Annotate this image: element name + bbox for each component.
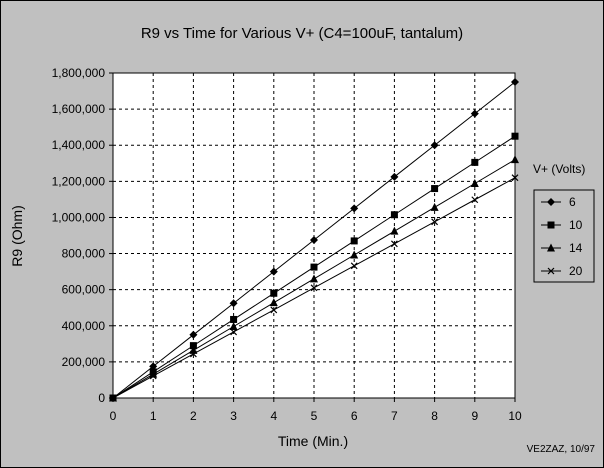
x-axis-title: Time (Min.) (278, 433, 348, 449)
data-point-14 (350, 250, 359, 259)
data-point-14 (269, 298, 278, 307)
data-point-20 (350, 262, 358, 270)
data-point-20 (149, 372, 157, 380)
x-tick-label: 3 (230, 409, 237, 423)
data-point-6 (189, 330, 198, 339)
data-point-10 (471, 158, 479, 166)
y-tick-label: 1,400,000 (52, 138, 106, 152)
data-point-20 (471, 196, 479, 204)
data-point-6 (511, 78, 519, 87)
y-tick-label: 1,200,000 (52, 174, 106, 188)
data-point-14 (310, 274, 318, 283)
data-point-14 (229, 322, 238, 330)
data-point-14 (430, 202, 439, 211)
data-point-10 (390, 211, 398, 219)
data-point-10 (270, 289, 278, 297)
data-point-14 (511, 155, 519, 164)
x-tick-label: 0 (110, 409, 117, 423)
data-point-14 (390, 226, 399, 235)
data-point-20 (230, 328, 238, 336)
data-point-6 (390, 172, 399, 181)
legend-title: V+ (Volts) (533, 162, 585, 176)
x-tick-label: 7 (391, 409, 398, 423)
data-point-20 (431, 218, 439, 226)
x-tick-label: 6 (351, 409, 358, 423)
x-tick-label: 2 (190, 409, 197, 423)
y-tick-label: 200,000 (62, 355, 106, 369)
data-point-20 (270, 306, 278, 314)
data-point-6 (310, 236, 318, 245)
legend-marker-14 (547, 243, 555, 252)
data-point-6 (229, 299, 238, 308)
data-point-10 (310, 263, 318, 271)
legend: 6 10 14 20 (541, 195, 583, 278)
legend-marker-20 (547, 267, 555, 275)
x-tick-labels: 0 1 2 3 4 5 6 7 8 9 10 (110, 409, 522, 423)
data-point-20 (511, 174, 519, 182)
data-point-6 (350, 204, 359, 213)
data-point-10 (511, 132, 519, 140)
legend-label-6: 6 (569, 195, 576, 209)
x-tick-label: 10 (508, 409, 522, 423)
data-point-6 (269, 267, 278, 276)
data-point-10 (431, 185, 439, 193)
data-point-10 (230, 315, 238, 323)
data-point-6 (430, 141, 439, 150)
x-tick-label: 5 (311, 409, 318, 423)
legend-marker-10 (547, 221, 555, 229)
data-point-10 (189, 342, 197, 350)
x-tick-label: 8 (431, 409, 438, 423)
legend-label-10: 10 (569, 218, 583, 232)
data-point-20 (189, 350, 197, 358)
x-tick-label: 1 (150, 409, 157, 423)
y-tick-label: 400,000 (62, 319, 106, 333)
data-point-20 (310, 284, 318, 292)
y-tick-label: 0 (98, 391, 105, 405)
y-tick-label: 800,000 (62, 247, 106, 261)
data-point-6 (470, 109, 479, 118)
data-point-10 (350, 237, 358, 245)
grid (109, 72, 516, 402)
x-tick-label: 4 (270, 409, 277, 423)
y-tick-label: 600,000 (62, 283, 106, 297)
series-group (109, 78, 519, 402)
data-point-14 (149, 369, 158, 378)
legend-box (533, 189, 595, 283)
legend-label-20: 20 (569, 264, 583, 278)
y-axis-title: R9 (Ohm) (9, 205, 25, 266)
data-point-14 (470, 179, 479, 187)
credit-text: VE2ZAZ, 10/97 (527, 444, 596, 455)
y-tick-labels: 0 200,000 400,000 600,000 800,000 1,000,000 1,… (52, 66, 106, 405)
y-tick-label: 1,600,000 (52, 102, 106, 116)
legend-marker-6 (547, 198, 555, 206)
y-tick-label: 1,000,000 (52, 210, 106, 224)
chart-title: R9 vs Time for Various V+ (C4=100uF, tan… (141, 25, 463, 42)
data-point-20 (109, 394, 117, 402)
y-tick-label: 1,800,000 (52, 66, 106, 80)
x-tick-label: 9 (471, 409, 478, 423)
data-point-20 (390, 240, 398, 248)
legend-label-14: 14 (569, 241, 583, 255)
